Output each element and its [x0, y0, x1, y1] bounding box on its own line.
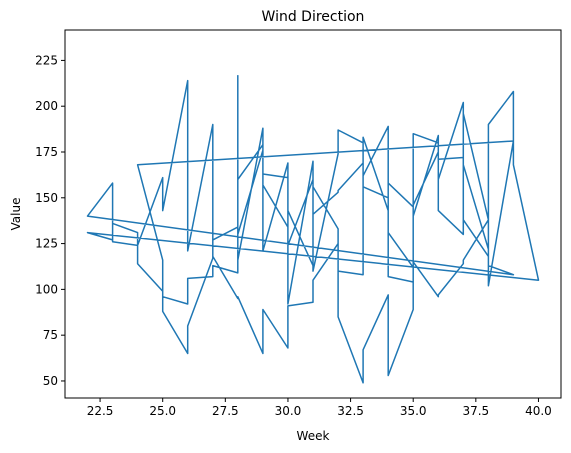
y-tick-label: 150 — [35, 191, 58, 205]
x-tick-label: 22.5 — [87, 404, 114, 418]
plot-frame — [64, 29, 562, 399]
x-tick-label: 30.0 — [275, 404, 302, 418]
x-tick-label: 37.5 — [462, 404, 489, 418]
series-line — [86, 75, 540, 384]
y-tick-label: 225 — [35, 53, 58, 67]
x-axis-label: Week — [297, 429, 330, 443]
x-tick-label: 35.0 — [400, 404, 427, 418]
axes-layer: 22.5 25.0 27.5 30.0 32.5 35.0 37.5 40.0 50 75 100 1… — [35, 53, 552, 418]
x-tick-label: 32.5 — [337, 404, 364, 418]
x-tick-label: 27.5 — [212, 404, 239, 418]
y-tick-label: 200 — [35, 99, 58, 113]
series-layer — [86, 75, 540, 384]
y-tick-label: 175 — [35, 145, 58, 159]
y-tick-label: 100 — [35, 282, 58, 296]
x-tick-label: 40.0 — [525, 404, 552, 418]
y-axis-label: Value — [9, 198, 23, 231]
chart-title: Wind Direction — [262, 9, 365, 25]
y-tick-label: 125 — [35, 237, 58, 251]
y-tick-label: 75 — [43, 328, 58, 342]
x-tick-label: 25.0 — [149, 404, 176, 418]
y-tick-label: 50 — [43, 374, 58, 388]
